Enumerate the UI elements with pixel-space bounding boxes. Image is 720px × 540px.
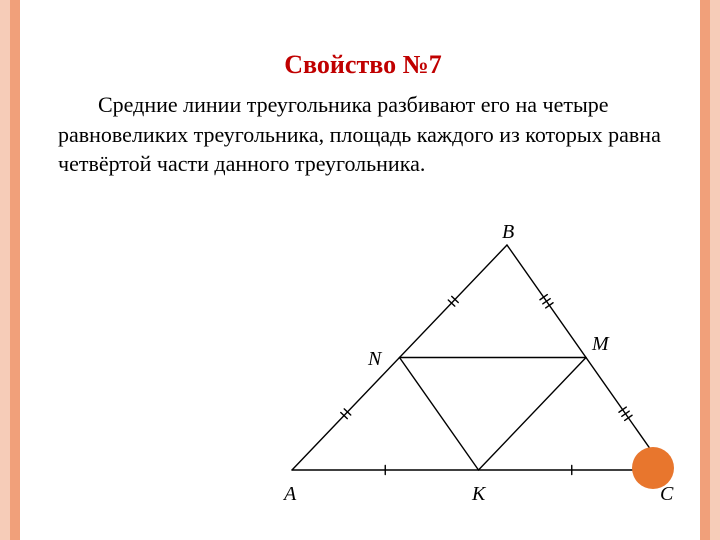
vertex-label-M: M [592, 333, 609, 356]
stripe-left-inner [10, 0, 20, 540]
triangle-diagram: A B C N M K [262, 215, 682, 515]
vertex-label-A: A [284, 483, 296, 506]
stripe-right-inner [700, 0, 710, 540]
stripe-right-outer [710, 0, 720, 540]
triangle-svg [262, 215, 682, 515]
stripe-left-outer [0, 0, 10, 540]
vertex-label-B: B [502, 221, 514, 244]
slide-body-text: Средние линии треугольника разбивают его… [58, 90, 668, 179]
slide-title: Свойство №7 [58, 50, 668, 80]
slide-content: Свойство №7 Средние линии треугольника р… [58, 50, 668, 179]
vertex-label-N: N [368, 348, 381, 371]
vertex-label-C: C [660, 483, 673, 506]
vertex-label-K: K [472, 483, 485, 506]
